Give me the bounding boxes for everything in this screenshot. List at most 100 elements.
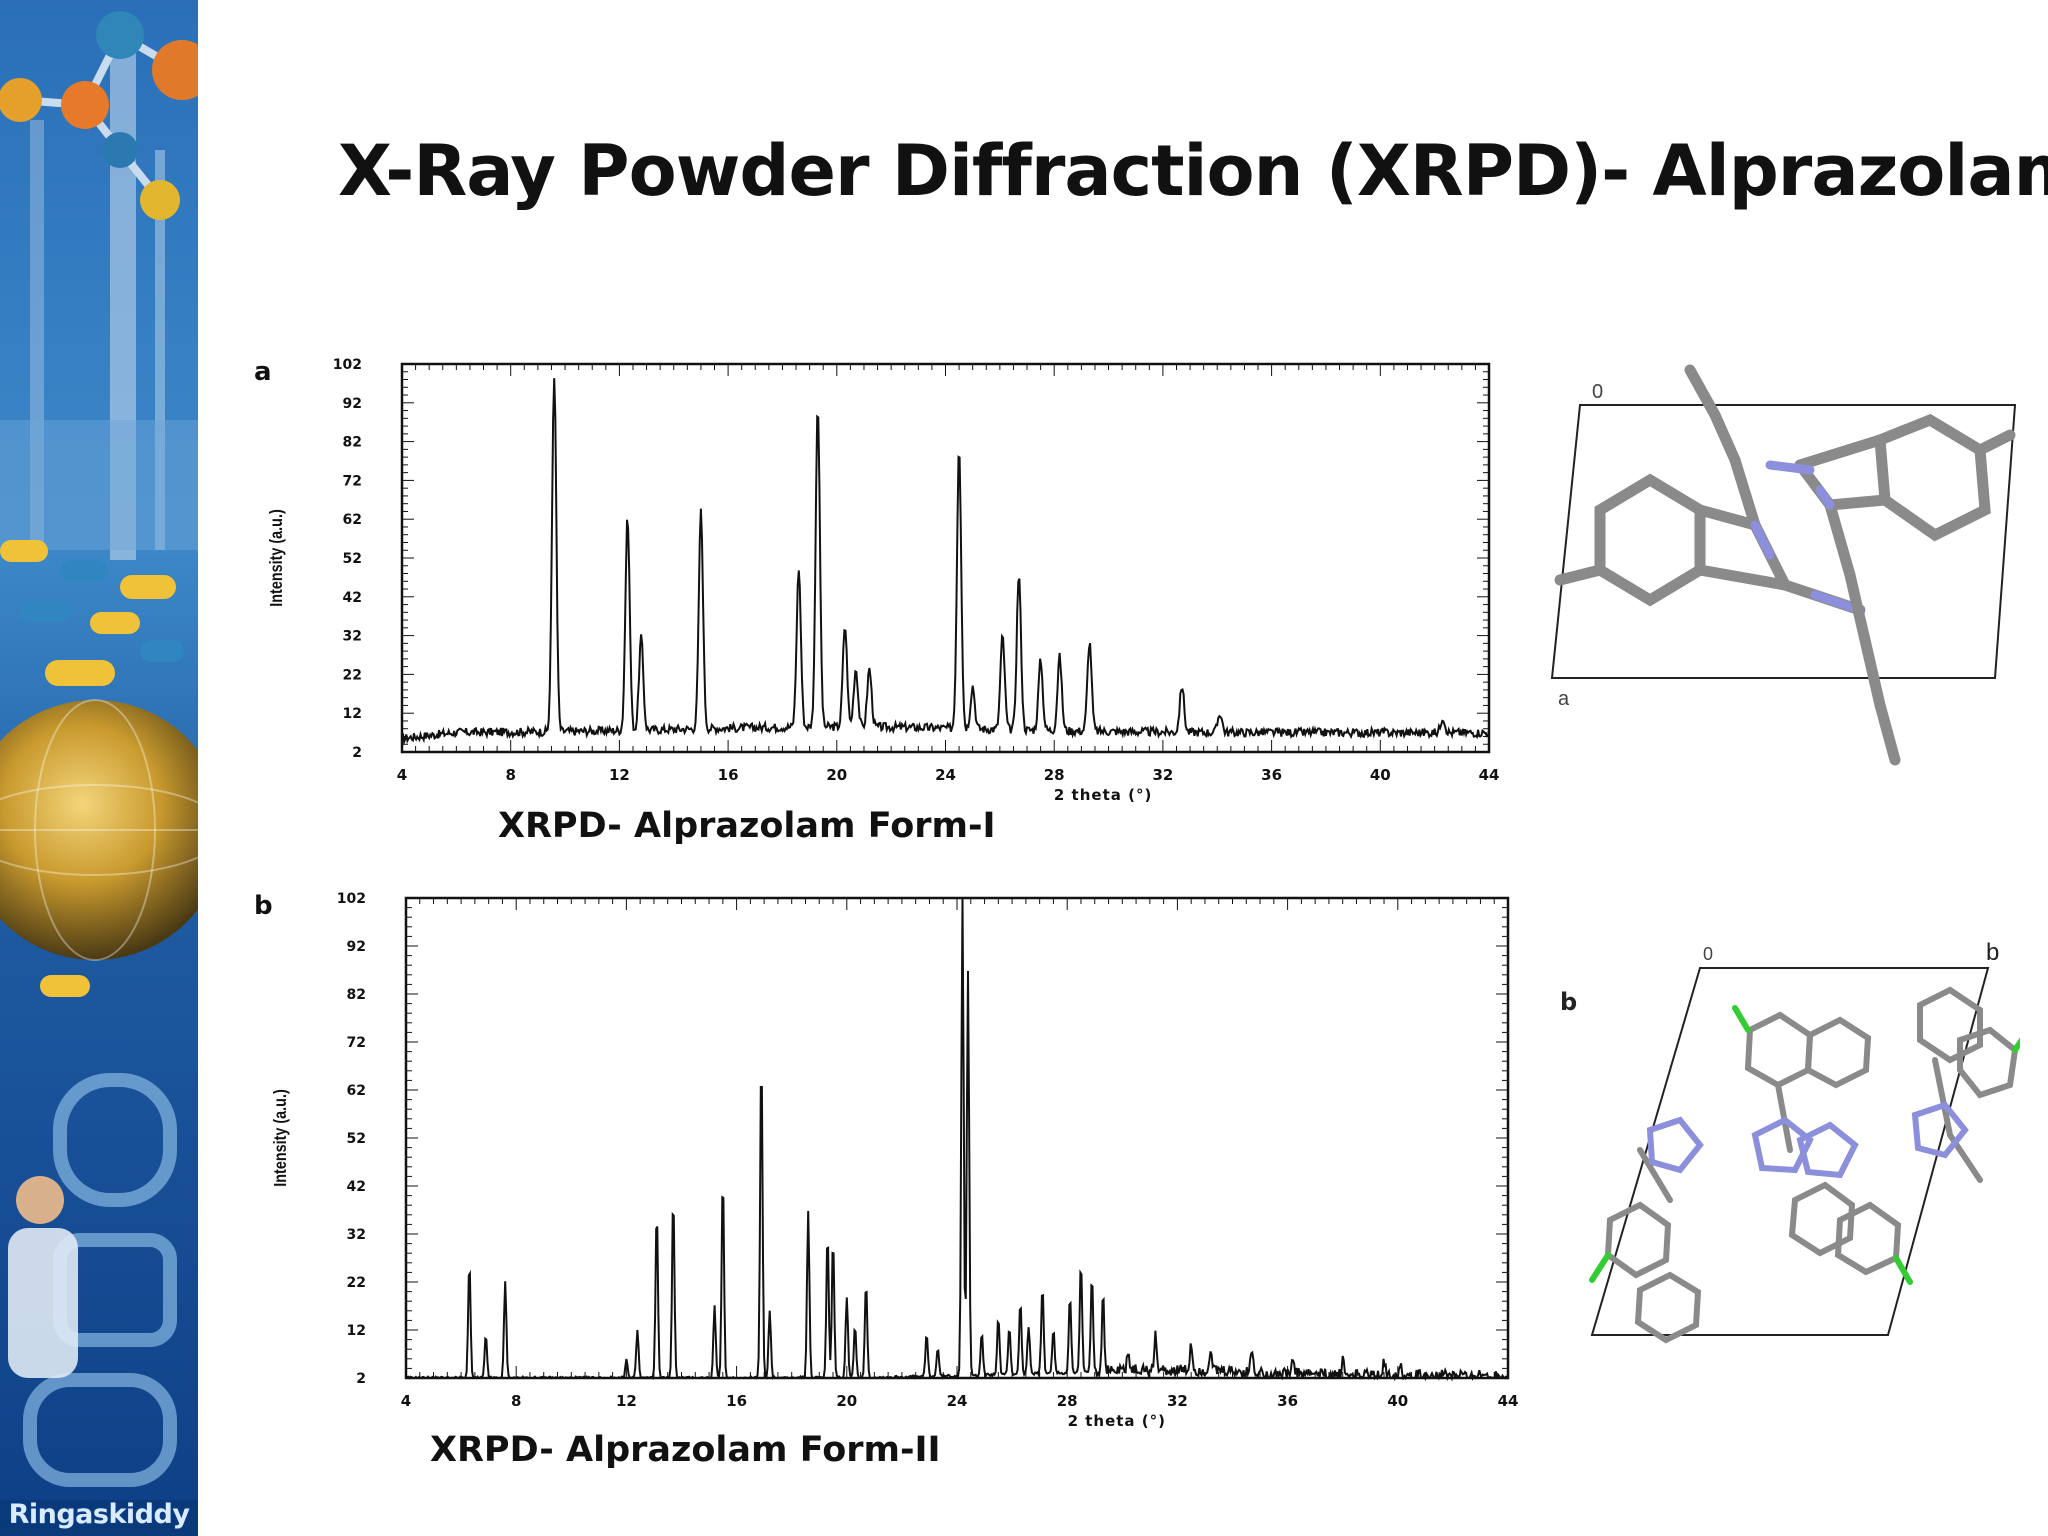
x-tick-label: 12 xyxy=(609,766,630,784)
minor-ticks xyxy=(405,897,1509,1379)
crystal-cell-b: b 0 b xyxy=(1540,920,2033,1350)
y-tick-label: 82 xyxy=(343,435,362,451)
y-tick-label: 32 xyxy=(347,1227,366,1243)
x-tick-label: 16 xyxy=(718,766,739,784)
x-axis-label: 2 theta (°) xyxy=(1068,1412,1166,1430)
peak-point xyxy=(760,1051,762,1053)
peak-point xyxy=(553,375,555,377)
x-tick-label: 24 xyxy=(935,766,956,784)
y-tick-label: 2 xyxy=(356,1371,366,1387)
caption-form-2: XRPD- Alprazolam Form-II xyxy=(430,1430,941,1470)
x-tick-label: 4 xyxy=(397,766,407,784)
caption-form-1: XRPD- Alprazolam Form-I xyxy=(498,806,996,846)
x-tick-label: 32 xyxy=(1152,766,1173,784)
peak-point xyxy=(672,1195,674,1197)
crystal-cell-b-svg: b 0 b xyxy=(1560,939,2033,1344)
x-tick-label: 44 xyxy=(1498,1392,1519,1410)
cell-b-panel-label: b xyxy=(1560,988,1577,1016)
peak-point xyxy=(1080,1267,1082,1269)
y-tick-label: 62 xyxy=(343,512,362,528)
x-tick-label: 40 xyxy=(1370,766,1391,784)
crystal-cell-a: 0 a xyxy=(1540,360,2020,780)
triazole-rings-b xyxy=(1646,1101,1969,1179)
y-tick-label: 102 xyxy=(337,891,366,907)
sidebar-decoration: Ringaskiddy xyxy=(0,0,198,1536)
y-axis-label: Intensity (a.u.) xyxy=(271,1089,291,1187)
x-axis-label: 2 theta (°) xyxy=(1054,786,1152,804)
sidebar-footer-text: Ringaskiddy xyxy=(8,1499,190,1530)
x-tick-label: 28 xyxy=(1044,766,1065,784)
peak-point xyxy=(807,1209,809,1211)
slide-title: X-Ray Powder Diffraction (XRPD)- Alprazo… xyxy=(338,130,2048,212)
y-tick-label: 72 xyxy=(343,473,362,489)
y-tick-label: 72 xyxy=(347,1035,366,1051)
cell-b-origin-label: 0 xyxy=(1703,944,1713,964)
x-tick-label: 4 xyxy=(401,1392,411,1410)
plot-frame xyxy=(404,896,1510,1380)
x-tick-label: 44 xyxy=(1479,766,1500,784)
peak-point xyxy=(958,448,960,450)
peak-point xyxy=(832,1238,834,1240)
peak-point xyxy=(1041,1291,1043,1293)
y-tick-label: 62 xyxy=(347,1083,366,1099)
xrpd-chart-form-2: 4 8 12 16 20 24 28 32 36 40 44 2 12 22 32 42 52 62 72 82 92 1… xyxy=(240,888,1520,1448)
x-tick-label: 20 xyxy=(826,766,847,784)
peak-point xyxy=(926,1334,928,1336)
y-tick-label: 82 xyxy=(347,987,366,1003)
peak-markers xyxy=(468,897,1401,1365)
peak-point xyxy=(1091,1281,1093,1283)
x-tick-label: 8 xyxy=(511,1392,521,1410)
cell-b-axis-label: b xyxy=(1986,939,1999,966)
y-tick-label: 2 xyxy=(352,745,362,761)
x-tick-label: 40 xyxy=(1387,1392,1408,1410)
peak-point xyxy=(817,410,819,412)
sidebar-artwork xyxy=(0,0,198,1536)
x-tick-label: 12 xyxy=(616,1392,637,1410)
y-tick-label: 12 xyxy=(343,706,362,722)
peak-markers xyxy=(553,375,1444,718)
xrpd-chart-form-2-svg: 4 8 12 16 20 24 28 32 36 40 44 2 12 22 32 42 52 62 72 82 92 1… xyxy=(254,891,1519,1430)
x-tick-label: 36 xyxy=(1261,766,1282,784)
peak-point xyxy=(1219,712,1221,714)
cell-a-origin-label: 0 xyxy=(1592,381,1603,403)
peak-point xyxy=(846,1295,848,1297)
panel-label: b xyxy=(254,891,273,921)
peak-point xyxy=(865,1281,867,1283)
x-tick-label: 36 xyxy=(1277,1392,1298,1410)
y-tick-label: 42 xyxy=(343,590,362,606)
y-tick-label: 32 xyxy=(343,629,362,645)
panel-label: a xyxy=(254,357,272,387)
x-tick-label: 28 xyxy=(1057,1392,1078,1410)
diffraction-pattern-line xyxy=(405,897,1509,1382)
y-axis-label: Intensity (a.u.) xyxy=(267,509,287,607)
xrpd-chart-form-1-svg: 4 8 12 16 20 24 28 32 36 40 44 2 12 22 32 42 52 62 72 82 92 1… xyxy=(254,357,1500,804)
diffraction-pattern-line xyxy=(401,378,1490,746)
y-tick-label: 102 xyxy=(333,357,362,373)
y-tick-label: 42 xyxy=(347,1179,366,1195)
peak-point xyxy=(656,1209,658,1211)
y-tick-label: 22 xyxy=(343,667,362,683)
x-tick-label: 16 xyxy=(726,1392,747,1410)
peak-point xyxy=(1019,1305,1021,1307)
peak-point xyxy=(722,1175,724,1177)
crystal-cell-a-svg: 0 a xyxy=(1550,364,2017,766)
x-tick-label: 8 xyxy=(505,766,515,784)
y-tick-label: 52 xyxy=(343,551,362,567)
y-tick-label: 12 xyxy=(347,1323,366,1339)
x-tick-label: 20 xyxy=(836,1392,857,1410)
peak-point xyxy=(1181,685,1183,687)
peak-point xyxy=(827,1233,829,1235)
y-tick-label: 92 xyxy=(347,939,366,955)
unit-cell-outline xyxy=(1550,404,2017,679)
y-tick-label: 52 xyxy=(347,1131,366,1147)
xrpd-chart-form-1: 4 8 12 16 20 24 28 32 36 40 44 2 12 22 32 42 52 62 72 82 92 1… xyxy=(240,352,1520,812)
plot-frame xyxy=(400,362,1491,754)
nitrogen-bonds-right xyxy=(1765,460,1835,510)
minor-ticks xyxy=(401,363,1490,753)
cell-a-axis-label: a xyxy=(1558,688,1570,710)
peak-point xyxy=(485,1334,487,1336)
y-tick-label: 22 xyxy=(347,1275,366,1291)
peak-point xyxy=(854,1324,856,1326)
peak-point xyxy=(1018,576,1020,578)
molecule-right xyxy=(1794,413,2016,766)
